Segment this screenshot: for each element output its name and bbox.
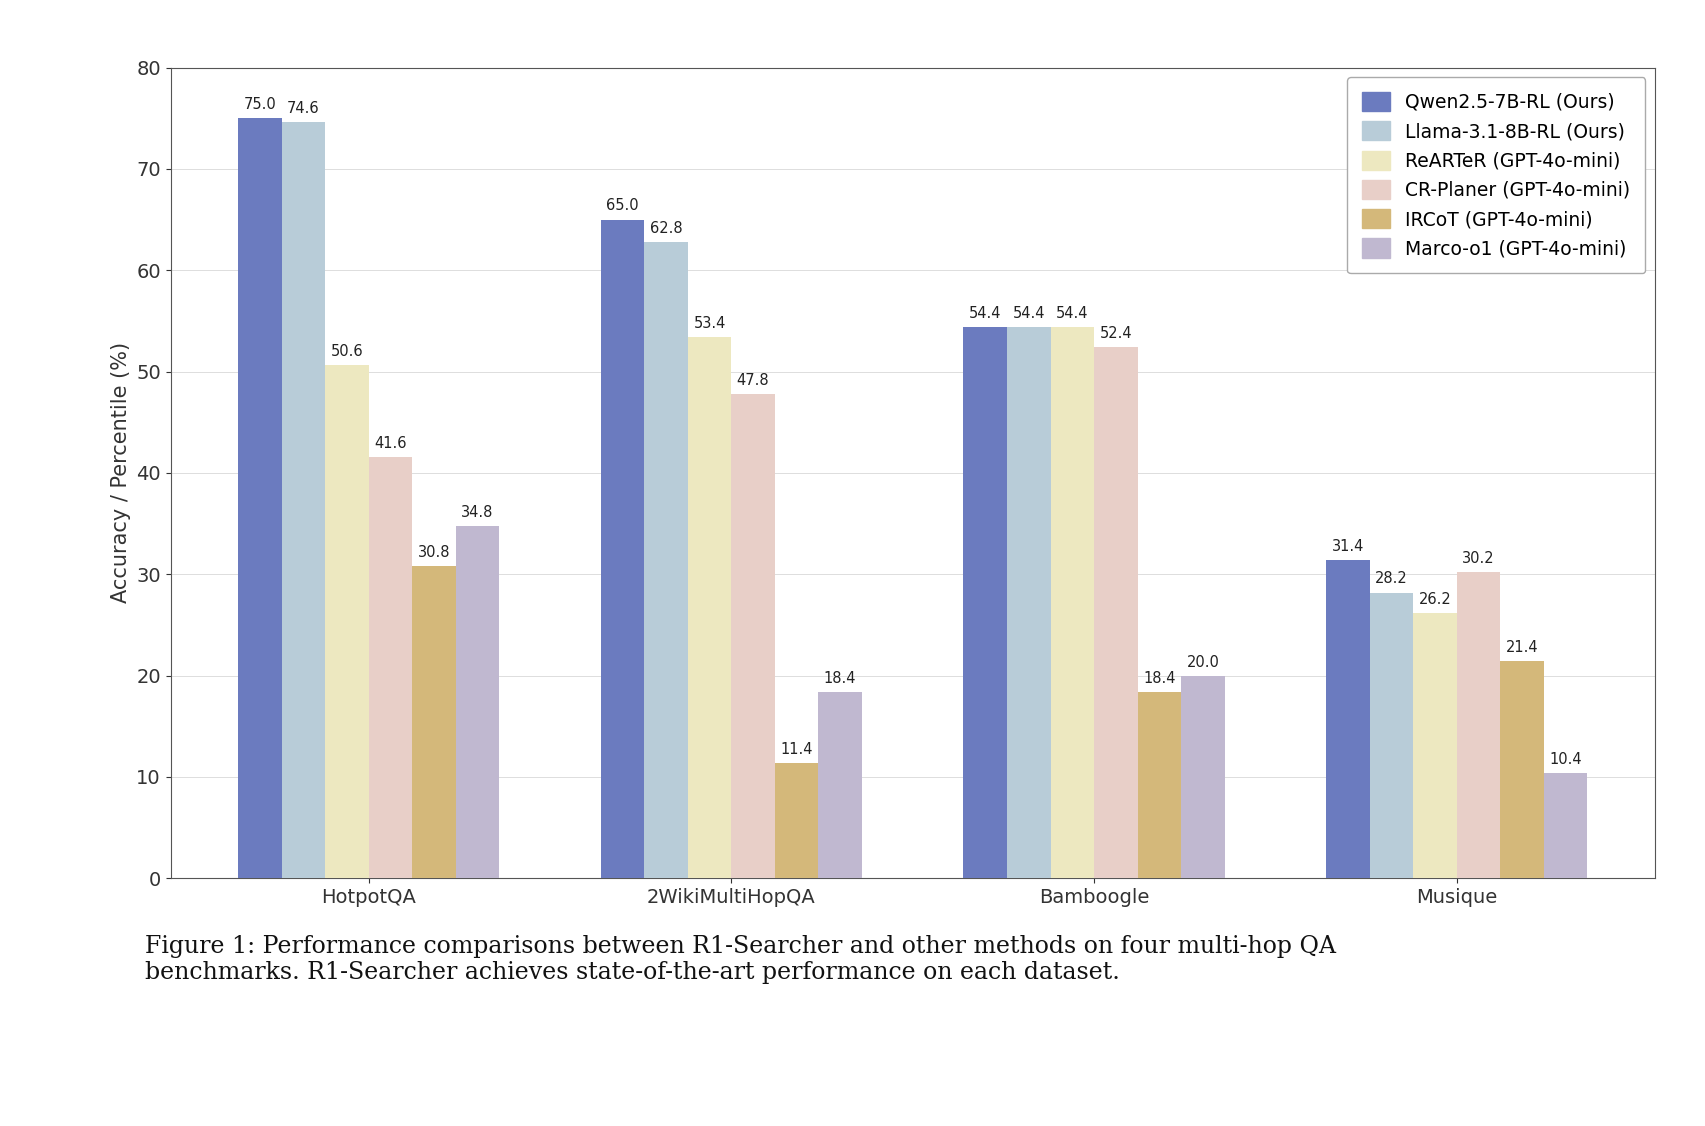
Text: Figure 1: Performance comparisons between R1-Searcher and other methods on four : Figure 1: Performance comparisons betwee… — [145, 935, 1335, 984]
Bar — [281, 123, 326, 878]
Bar — [1369, 592, 1412, 878]
Bar — [600, 220, 644, 878]
Bar — [1180, 676, 1224, 878]
Bar — [368, 457, 413, 878]
Bar — [326, 366, 368, 878]
Text: 52.4: 52.4 — [1098, 327, 1132, 341]
Bar — [1006, 327, 1050, 878]
Text: 50.6: 50.6 — [331, 345, 363, 359]
Bar — [687, 337, 731, 878]
Text: 65.0: 65.0 — [605, 198, 638, 214]
Bar — [818, 691, 861, 878]
Text: 30.8: 30.8 — [418, 545, 450, 560]
Text: 21.4: 21.4 — [1506, 641, 1538, 655]
Bar — [1499, 661, 1543, 878]
Bar — [1325, 560, 1369, 878]
Text: 30.2: 30.2 — [1461, 551, 1494, 566]
Y-axis label: Accuracy / Percentile (%): Accuracy / Percentile (%) — [111, 342, 131, 604]
Text: 28.2: 28.2 — [1374, 571, 1407, 587]
Bar — [1050, 327, 1093, 878]
Text: 10.4: 10.4 — [1548, 752, 1581, 767]
Legend: Qwen2.5-7B-RL (Ours), Llama-3.1-8B-RL (Ours), ReARTeR (GPT-4o-mini), CR-Planer (: Qwen2.5-7B-RL (Ours), Llama-3.1-8B-RL (O… — [1347, 77, 1645, 274]
Bar — [1137, 691, 1180, 878]
Bar — [1543, 772, 1586, 878]
Bar — [1456, 572, 1499, 878]
Text: 74.6: 74.6 — [286, 101, 319, 116]
Text: 31.4: 31.4 — [1332, 539, 1364, 554]
Text: 54.4: 54.4 — [1013, 306, 1045, 321]
Text: 41.6: 41.6 — [373, 436, 406, 450]
Bar — [1093, 347, 1137, 878]
Text: 53.4: 53.4 — [692, 316, 725, 331]
Bar — [413, 566, 455, 878]
Text: 18.4: 18.4 — [824, 671, 856, 686]
Bar — [1412, 613, 1456, 878]
Text: 75.0: 75.0 — [244, 97, 276, 113]
Bar — [644, 242, 687, 878]
Text: 18.4: 18.4 — [1142, 671, 1175, 686]
Text: 11.4: 11.4 — [779, 742, 812, 757]
Bar — [239, 118, 281, 878]
Text: 54.4: 54.4 — [1055, 306, 1088, 321]
Text: 62.8: 62.8 — [650, 221, 682, 235]
Bar — [731, 394, 774, 878]
Bar — [963, 327, 1006, 878]
Bar — [455, 526, 500, 878]
Text: 20.0: 20.0 — [1185, 654, 1219, 670]
Text: 26.2: 26.2 — [1419, 591, 1451, 607]
Bar — [774, 762, 818, 878]
Text: 54.4: 54.4 — [968, 306, 1001, 321]
Text: 47.8: 47.8 — [737, 373, 769, 387]
Text: 34.8: 34.8 — [460, 504, 493, 519]
